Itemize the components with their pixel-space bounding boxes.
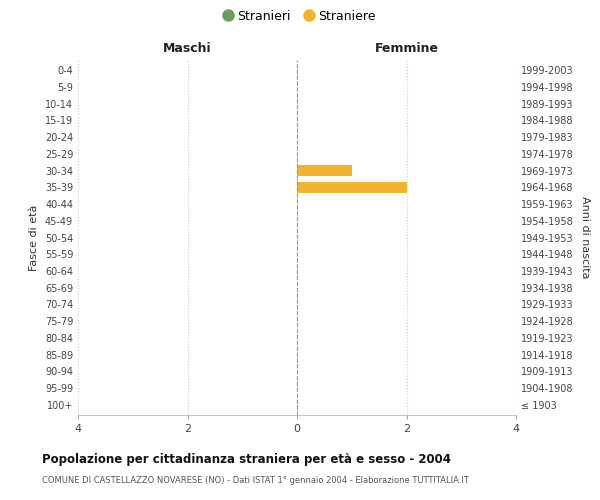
Y-axis label: Fasce di età: Fasce di età bbox=[29, 204, 39, 270]
Text: COMUNE DI CASTELLAZZO NOVARESE (NO) - Dati ISTAT 1° gennaio 2004 - Elaborazione : COMUNE DI CASTELLAZZO NOVARESE (NO) - Da… bbox=[42, 476, 469, 485]
Legend: Stranieri, Straniere: Stranieri, Straniere bbox=[221, 6, 379, 26]
Y-axis label: Anni di nascita: Anni di nascita bbox=[580, 196, 590, 279]
Bar bbox=[297, 182, 407, 192]
Text: Popolazione per cittadinanza straniera per età e sesso - 2004: Popolazione per cittadinanza straniera p… bbox=[42, 452, 451, 466]
Text: Maschi: Maschi bbox=[163, 42, 212, 55]
Bar bbox=[297, 165, 352, 176]
Text: Femmine: Femmine bbox=[374, 42, 439, 55]
